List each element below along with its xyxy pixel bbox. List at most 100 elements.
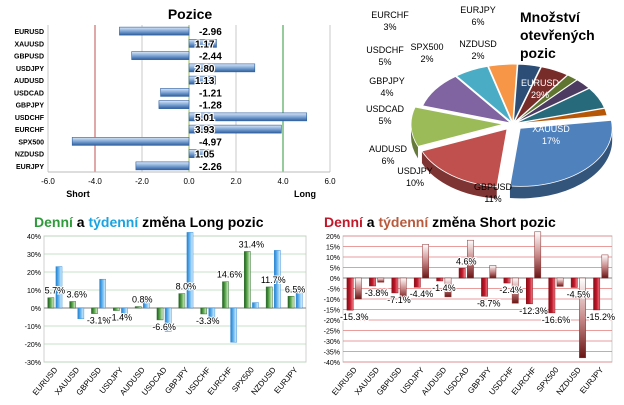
short-change-chart-data-label: -8.7%	[477, 298, 501, 308]
pie-slice	[422, 76, 512, 124]
long-change-chart-bar-weekly	[230, 307, 237, 343]
long-change-chart-plot-frame	[43, 235, 307, 363]
long-change-chart-bar-daily	[200, 307, 208, 315]
long-change-chart-title-part: Denní	[34, 214, 74, 230]
short-change-chart-bar-daily	[503, 277, 511, 284]
short-change-chart-y-tick-label: -5%	[328, 287, 340, 294]
pie-slice-percent: 2%	[471, 51, 484, 61]
short-change-chart-bar-daily	[413, 277, 421, 288]
long-change-chart-bar-daily	[91, 307, 98, 314]
short-change-chart-title-part: změna Short pozic	[428, 214, 556, 230]
long-change-chart-data-label: -3.1%	[87, 316, 111, 326]
long-change-chart: Denní a týdenní změna Long pozic -30% -20%…	[25, 214, 307, 397]
long-change-chart-bar-daily	[178, 293, 186, 309]
long-change-chart-data-label: 31.4%	[239, 239, 265, 249]
short-change-chart-data-label: -4.5%	[567, 289, 591, 299]
long-change-chart-bar-daily	[113, 307, 120, 311]
pie-slice-percent: 6%	[471, 17, 484, 27]
positions-y-tick-label: GBPJPY	[16, 103, 45, 110]
long-change-chart-y-tick-label: -30%	[25, 360, 41, 367]
positions-bar	[119, 26, 190, 36]
positions-data-label: 2.80	[195, 64, 215, 75]
long-change-chart-bar-daily	[69, 301, 76, 309]
positions-data-label: 1.17	[195, 39, 215, 50]
long-change-chart-data-label: -3.3%	[196, 316, 220, 326]
long-change-chart-bar-weekly	[55, 266, 63, 309]
short-change-chart-bar-weekly	[444, 277, 452, 298]
short-change-chart-bar-daily	[436, 277, 444, 282]
pie-slice-percent: 6%	[381, 156, 394, 166]
short-change-chart-bar-weekly	[534, 231, 542, 279]
positions-y-tick-label: EURCHF	[15, 127, 45, 134]
positions-bar	[188, 63, 256, 73]
short-change-chart-bar-daily	[346, 277, 354, 311]
long-change-chart-data-label: -6.6%	[152, 322, 176, 332]
short-change-chart-y-tick-label: -25%	[324, 329, 340, 336]
positions-x-tick-label: 4.0	[277, 177, 289, 186]
long-change-chart-data-label: 0.8%	[132, 295, 153, 305]
positions-y-tick-label: USDJPY	[16, 66, 44, 73]
pie-slice-label: GBPJPY	[369, 76, 405, 86]
long-change-chart-data-label: -1.4%	[109, 313, 133, 323]
pie-title-line: otevřených	[520, 27, 595, 43]
short-change-chart-bar-weekly	[489, 265, 497, 279]
short-change-chart-data-label: -15.3%	[340, 312, 369, 322]
long-change-chart-y-tick-label: 30%	[27, 252, 41, 259]
long-change-chart-bar-daily	[47, 297, 55, 309]
short-change-chart-data-label: -3.8%	[365, 288, 389, 298]
short-change-chart-y-tick-label: 0%	[330, 276, 340, 283]
long-change-chart-x-tick-label: EURJPY	[272, 365, 300, 395]
positions-x-tick-label: -2.0	[135, 177, 149, 186]
pie-slice-label: USDCHF	[366, 45, 404, 55]
pie-slice-label: GBPUSD	[474, 182, 513, 192]
pie-slice	[514, 79, 590, 124]
pie-slice-side	[421, 151, 497, 199]
pie-slice	[421, 128, 508, 188]
pie-slice-percent: 29%	[531, 90, 549, 100]
long-change-chart-y-tick-label: -10%	[25, 324, 41, 331]
pie-slice	[515, 87, 606, 124]
positions-x-tick-label: -4.0	[88, 177, 102, 186]
short-change-chart-data-label: -1.4%	[432, 283, 456, 293]
positions-y-tick-label: XAUUSD	[14, 41, 44, 48]
short-change-chart-bar-weekly	[467, 239, 474, 279]
short-change-chart-y-tick-label: 20%	[326, 234, 340, 241]
short-change-chart-data-label: -12.3%	[519, 306, 548, 316]
short-change-chart-bar-daily	[369, 277, 376, 287]
short-change-chart-bar-daily	[548, 277, 556, 314]
short-change-chart-title-part: Denní	[324, 214, 364, 230]
short-change-chart-bar-weekly	[556, 277, 564, 287]
pie-slice-label: USDJPY	[397, 166, 433, 176]
long-change-chart-bar-daily	[156, 307, 164, 321]
pie-slice-label: USDCAD	[366, 104, 405, 114]
pie-slice-percent: 3%	[383, 22, 396, 32]
short-change-chart-data-label: -15.2%	[587, 312, 616, 322]
long-change-chart-title-part: a	[73, 214, 89, 230]
positions-y-tick-label: NZDUSD	[15, 152, 44, 159]
long-change-chart-y-tick-label: -20%	[25, 342, 41, 349]
short-change-chart-bar-daily	[481, 277, 488, 297]
short-change-chart-data-label: -2.4%	[499, 285, 523, 295]
positions-chart: Pozice -6.0 -4.0 -2.0 0.0 2.0 4.0 6.0 Short Long E…	[14, 6, 336, 199]
long-change-chart-bar-weekly	[295, 287, 303, 309]
long-change-chart-y-tick-label: 20%	[27, 270, 41, 277]
short-change-chart-bar-daily	[526, 277, 533, 305]
positions-data-label: 1.13	[195, 76, 215, 87]
long-change-chart-data-label: 14.6%	[217, 270, 243, 280]
positions-y-tick-label: GBPUSD	[14, 54, 44, 61]
positions-x-tick-label: 0.0	[183, 177, 195, 186]
positions-data-label: 5.01	[195, 113, 215, 124]
positions-y-tick-label: AUDUSD	[14, 78, 44, 85]
positions-x-label-long: Long	[294, 189, 316, 199]
long-change-chart-bar-weekly	[99, 278, 106, 309]
positions-x-label-short: Short	[66, 189, 90, 199]
short-change-chart-title-part: a	[363, 214, 379, 230]
pie-slice-percent: 17%	[542, 136, 560, 146]
positions-data-label: -2.96	[199, 27, 222, 38]
short-change-chart-bar-weekly	[377, 277, 385, 283]
positions-bar	[158, 100, 190, 109]
short-change-chart-x-tick-label: EURJPY	[578, 365, 606, 395]
positions-data-label: -1.21	[199, 88, 222, 99]
short-change-chart: Denní a týdenní změna Short pozic -40% -35…	[324, 214, 616, 397]
